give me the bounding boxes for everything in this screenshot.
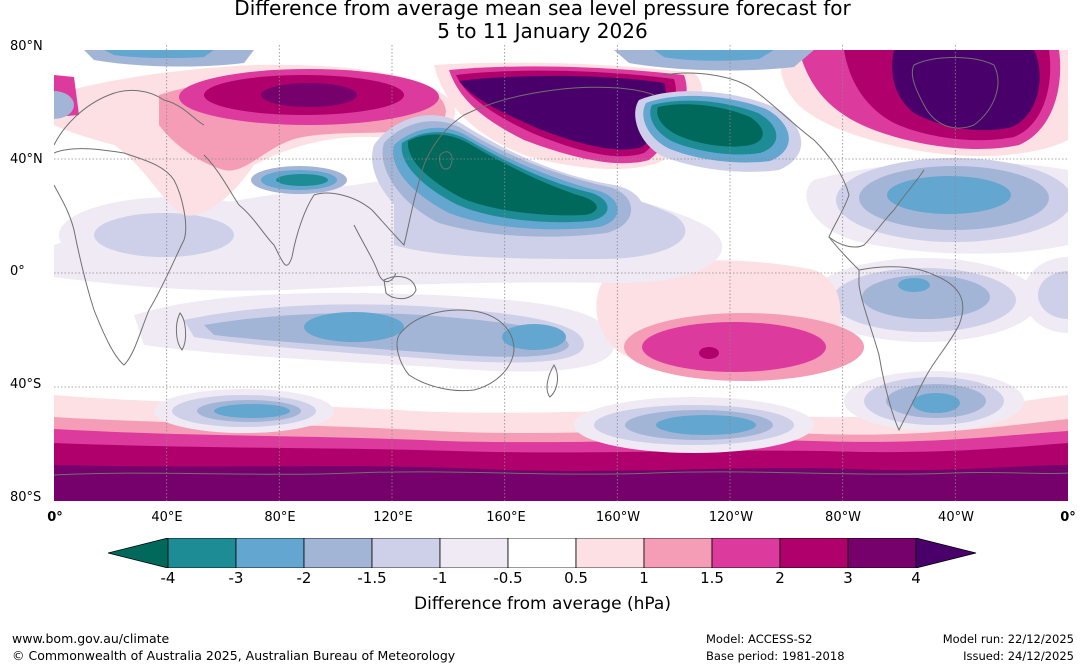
lon-label-40e: 40°E bbox=[151, 510, 183, 525]
anomaly-south-atlantic-low bbox=[844, 371, 1024, 431]
europe-coast bbox=[54, 89, 205, 146]
anomaly-south-indian-low bbox=[154, 389, 334, 433]
lat-label-equator: 0° bbox=[10, 264, 25, 279]
title-line-2: 5 to 11 January 2026 bbox=[437, 19, 648, 43]
lon-label-160w: 160°W bbox=[595, 510, 641, 525]
lon-label-0-right: 0° bbox=[1060, 510, 1076, 525]
anomaly-indian-ocean-low bbox=[134, 292, 614, 372]
footer-model: Model: ACCESS-S2 bbox=[706, 632, 813, 646]
legend-tick: 4 bbox=[911, 569, 921, 587]
lon-label-80w: 80°W bbox=[825, 510, 861, 525]
footer-base-period: Base period: 1981-2018 bbox=[706, 649, 845, 663]
lat-label-80n: 80°N bbox=[10, 39, 43, 54]
lat-label-40n: 40°N bbox=[10, 152, 43, 167]
anomaly-central-asia-low bbox=[251, 166, 347, 194]
anomaly-south-america-low bbox=[809, 258, 1039, 342]
title-line-1: Difference from average mean sea level p… bbox=[234, 0, 851, 20]
footer-model-run: Model run: 22/12/2025 bbox=[942, 632, 1074, 646]
legend-arrow-above-max bbox=[915, 538, 977, 568]
africa-coast bbox=[54, 148, 187, 366]
anomaly-north-pacific-high bbox=[434, 62, 703, 170]
legend-tick: -2 bbox=[296, 569, 312, 587]
lon-label-120w: 120°W bbox=[708, 510, 754, 525]
lon-label-160e: 160°E bbox=[486, 510, 526, 525]
arabia-india-coast bbox=[203, 154, 315, 266]
footer-website-link[interactable]: www.bom.gov.au/climate bbox=[12, 631, 170, 646]
footer-run-info: Model run: 22/12/2025 Issued: 24/12/2025 bbox=[943, 631, 1074, 665]
new-zealand-coast bbox=[546, 364, 558, 398]
legend-tick: -1.5 bbox=[357, 569, 387, 587]
japan-coast bbox=[439, 151, 453, 170]
lon-label-0-left: 0° bbox=[47, 510, 63, 525]
antarctica-coast bbox=[54, 471, 1068, 476]
legend-tick: 2 bbox=[775, 569, 785, 587]
lon-label-40w: 40°W bbox=[938, 510, 974, 525]
legend-bin-9 bbox=[711, 538, 781, 568]
legend-tick: -4 bbox=[160, 569, 176, 587]
greenland-coast bbox=[911, 57, 999, 129]
anomaly-north-atlantic-low bbox=[54, 50, 814, 119]
footer-issued: Issued: 24/12/2025 bbox=[963, 649, 1074, 663]
legend-bin-10 bbox=[779, 538, 849, 568]
north-america-coast bbox=[663, 72, 925, 248]
anomaly-alaska-low bbox=[635, 91, 802, 172]
footer-left: www.bom.gov.au/climate © Commonwealth of… bbox=[12, 630, 455, 664]
legend-bin-6 bbox=[507, 538, 577, 568]
graticule bbox=[54, 45, 1068, 501]
legend-title: Difference from average (hPa) bbox=[414, 594, 671, 614]
lon-label-120e: 120°E bbox=[373, 510, 413, 525]
legend-tick: -1 bbox=[432, 569, 448, 587]
anomaly-atlantic-tropic-low bbox=[1023, 257, 1068, 333]
anomaly-north-africa-low bbox=[59, 197, 289, 273]
central-america-coast bbox=[828, 236, 860, 271]
legend-tick: -0.5 bbox=[493, 569, 523, 587]
anomaly-south-pacific-high bbox=[596, 260, 864, 381]
legend-colorbar bbox=[108, 538, 977, 568]
legend-bin-3 bbox=[303, 538, 373, 568]
australia-coast bbox=[396, 309, 515, 392]
south-america-coast bbox=[858, 266, 964, 432]
coastlines bbox=[54, 57, 1068, 476]
anomaly-greenland-high bbox=[781, 50, 1068, 157]
legend-tick: 1.5 bbox=[700, 569, 724, 587]
anomaly-arctic-europe-high bbox=[54, 64, 456, 216]
legend-bin-1 bbox=[167, 538, 237, 568]
footer-copyright: © Commonwealth of Australia 2025, Austra… bbox=[12, 648, 456, 663]
legend-tick: 0.5 bbox=[564, 569, 588, 587]
legend-bin-7 bbox=[575, 538, 645, 568]
lat-label-80s: 80°S bbox=[10, 490, 42, 505]
legend-tick: 3 bbox=[843, 569, 853, 587]
legend-bin-4 bbox=[371, 538, 441, 568]
footer-model-info: Model: ACCESS-S2 Base period: 1981-2018 bbox=[706, 631, 845, 665]
map-title: Difference from average mean sea level p… bbox=[0, 0, 1085, 43]
madagascar-coast bbox=[175, 312, 187, 351]
legend-bin-5 bbox=[439, 538, 509, 568]
legend-bin-11 bbox=[847, 538, 917, 568]
asia-coast bbox=[313, 86, 655, 246]
legend-tick: -3 bbox=[228, 569, 244, 587]
map-panel bbox=[54, 45, 1068, 501]
legend-arrow-below-min bbox=[108, 538, 169, 568]
legend-tick: 1 bbox=[639, 569, 649, 587]
lat-label-40s: 40°S bbox=[10, 377, 42, 392]
lon-label-80e: 80°E bbox=[264, 510, 296, 525]
anomaly-mid-atlantic-low bbox=[806, 158, 1068, 254]
anomaly-south-pacific-low bbox=[574, 397, 814, 453]
borneo-coast bbox=[383, 276, 417, 300]
legend-bin-8 bbox=[643, 538, 713, 568]
legend-bin-2 bbox=[235, 538, 305, 568]
pressure-anomaly-map bbox=[54, 45, 1068, 501]
